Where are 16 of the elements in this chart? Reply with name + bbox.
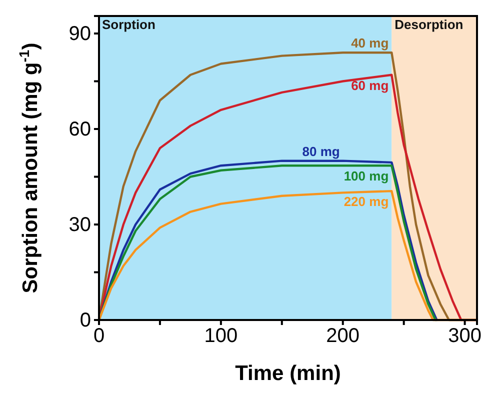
x-tick-label: 300 (448, 325, 482, 348)
y-tick-label: 30 (68, 214, 91, 236)
y-tick-label: 60 (68, 118, 91, 140)
series-label: 100 mg (344, 168, 389, 184)
series-label: 40 mg (351, 36, 389, 51)
band-label: Desorption (394, 17, 464, 32)
x-tick-label: 100 (204, 325, 238, 348)
x-axis-title: Time (min) (235, 362, 341, 385)
series-label: 80 mg (302, 144, 340, 159)
series-label: 220 mg (344, 194, 389, 210)
band-label: Sorption (102, 17, 156, 32)
series-label: 60 mg (351, 78, 389, 93)
x-tick-label: 0 (93, 325, 105, 348)
y-tick-label: 90 (68, 22, 91, 45)
y-tick-label: 0 (80, 309, 91, 332)
x-tick-label: 200 (326, 325, 360, 348)
